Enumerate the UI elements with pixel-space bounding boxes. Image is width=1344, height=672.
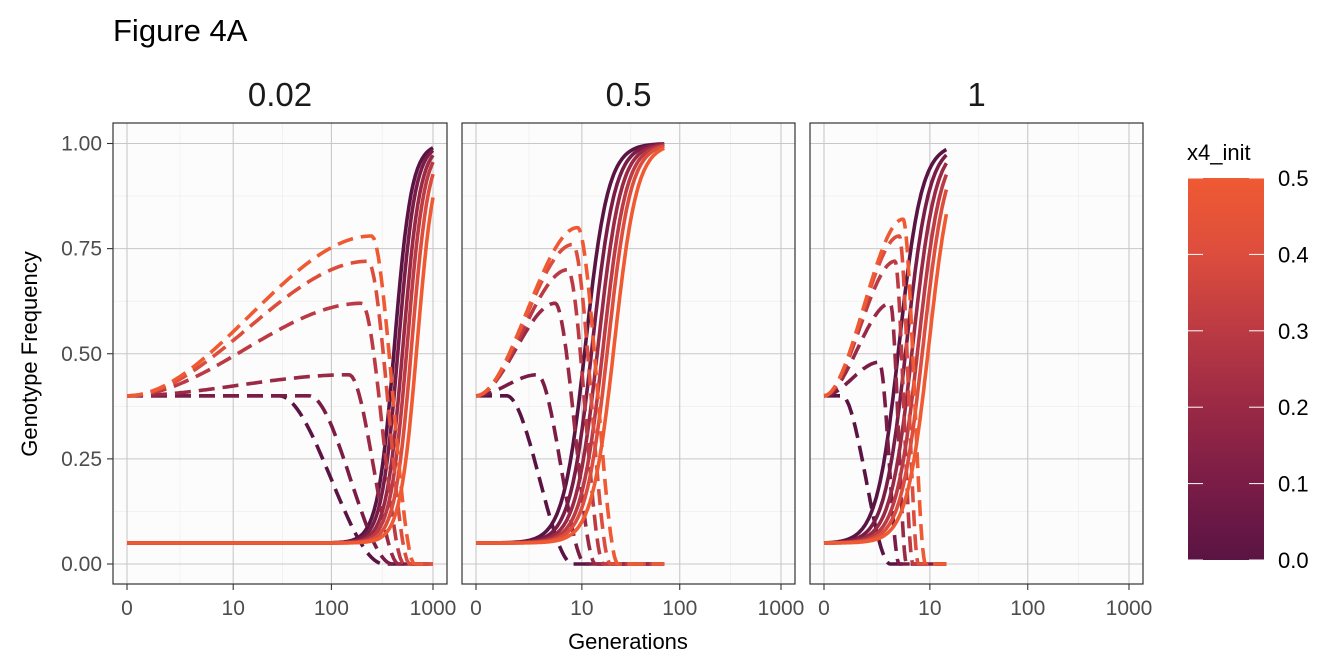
y-tick-label: 0.50	[61, 343, 102, 366]
facet-strip-label: 1	[967, 76, 985, 113]
dashed-series-line	[823, 217, 948, 566]
dashed-series-line	[475, 225, 665, 566]
panel-border	[809, 122, 1144, 585]
solid-series-line	[127, 197, 435, 545]
x-tick-label: 1000	[410, 597, 457, 620]
x-tick-label: 10	[918, 597, 941, 620]
colorbar-tick-label: 0.0	[1278, 548, 1309, 573]
y-tick-label: 1.00	[61, 133, 102, 156]
x-tick-label: 0	[818, 597, 830, 620]
y-tick-label: 0.25	[61, 448, 102, 471]
dashed-series-line	[127, 394, 433, 566]
colorbar-legend: x4_init 0.0 0.1 0.2 0.3 0.4 0.5	[1187, 140, 1309, 573]
x-tick-label: 10	[570, 597, 593, 620]
colorbar-tick-label: 0.3	[1278, 319, 1309, 344]
x-tick-label: 1000	[758, 597, 805, 620]
colorbar	[1188, 178, 1264, 560]
panel-border	[461, 122, 796, 585]
facet-panel-3: 10 10 100 1000	[809, 76, 1153, 620]
facet-panel-2: 0.5 0 10 100 1000	[461, 76, 805, 620]
dashed-series-line	[127, 234, 433, 566]
x-tick-label: 100	[662, 597, 697, 620]
y-tick-label: 0.75	[61, 238, 102, 261]
y-tick-label: 0.00	[61, 553, 102, 576]
x-tick-label: 0	[121, 597, 133, 620]
x-tick-label: 10	[222, 597, 245, 620]
legend-title: x4_init	[1187, 140, 1251, 165]
colorbar-tick-label: 0.4	[1278, 242, 1309, 267]
facet-panel-1: 0.02 0 10 100 1000 0.00 0.25 0.50 0.75 1.00	[61, 76, 456, 620]
x-tick-label: 0	[470, 597, 482, 620]
x-tick-label: 100	[1010, 597, 1045, 620]
facet-strip-label: 0.5	[606, 76, 652, 113]
dashed-series-line	[475, 373, 665, 566]
y-axis-title: Genotype Frequency	[17, 251, 42, 456]
facet-strip-label: 0.02	[248, 76, 312, 113]
solid-series-line	[475, 146, 665, 545]
figure-title: Figure 4A	[113, 13, 248, 48]
solid-series-line	[823, 213, 949, 545]
x-tick-label: 1000	[1106, 597, 1153, 620]
colorbar-tick-label: 0.1	[1278, 472, 1309, 497]
x-axis-title: Generations	[568, 629, 688, 654]
dashed-series-line	[127, 301, 433, 566]
dashed-series-line	[127, 373, 433, 566]
colorbar-tick-label: 0.5	[1278, 166, 1309, 191]
x-tick-label: 100	[314, 597, 349, 620]
dashed-series-line	[127, 259, 433, 566]
colorbar-tick-label: 0.2	[1278, 395, 1309, 420]
